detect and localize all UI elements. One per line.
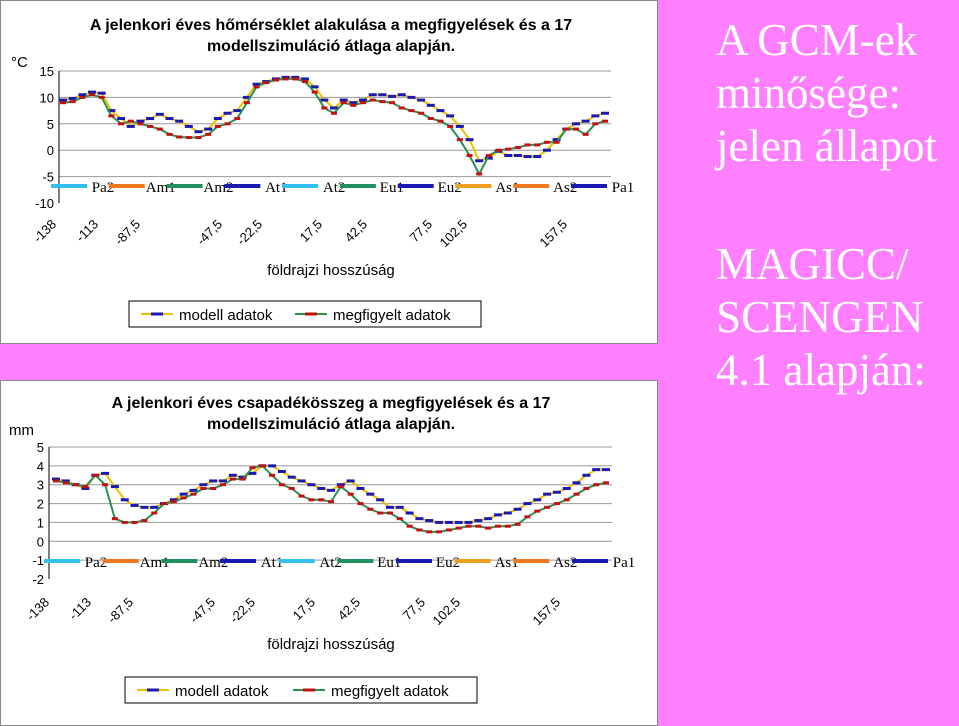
slide-title-line-2: minősége: xyxy=(716,68,901,118)
region-label: As1 xyxy=(495,555,519,571)
x-tick-label: -22,5 xyxy=(234,217,266,249)
y-tick-label: 5 xyxy=(47,117,54,132)
x-axis-title: földrajzi hosszúság xyxy=(267,262,395,279)
region-label: As2 xyxy=(553,555,577,571)
x-tick-label: 102,5 xyxy=(430,595,464,629)
x-tick-label: -113 xyxy=(66,595,94,623)
series-line-model xyxy=(62,76,606,162)
y-tick-label: 3 xyxy=(37,478,44,493)
y-tick-label: 5 xyxy=(37,440,44,455)
region-label: Pa1 xyxy=(613,555,636,571)
slide-subtitle: MAGICC/ SCENGEN 4.1 alapján: xyxy=(716,238,926,397)
region-label: Pa1 xyxy=(612,180,635,196)
y-tick-label: 1 xyxy=(37,515,44,530)
temperature-chart: A jelenkori éves hőmérséklet alakulása a… xyxy=(11,17,635,328)
x-axis-title: földrajzi hosszúság xyxy=(267,636,395,653)
slide-title-line-1: A GCM-ek xyxy=(716,15,918,65)
region-label: Eu1 xyxy=(377,555,401,571)
x-tick-label: 157,5 xyxy=(530,595,564,629)
slide-title-line-3: jelen állapot xyxy=(716,121,938,171)
y-tick-label: 2 xyxy=(37,497,44,512)
precipitation-chart: A jelenkori éves csapadékösszeg a megfig… xyxy=(9,395,636,704)
x-tick-label: -22,5 xyxy=(227,595,259,627)
region-label: Pa2 xyxy=(92,180,115,196)
x-tick-label: 157,5 xyxy=(537,217,571,251)
x-tick-label: 102,5 xyxy=(437,217,471,251)
region-label: At1 xyxy=(261,555,284,571)
legend-label-model: modell adatok xyxy=(175,683,269,700)
legend-label-observed: megfigyelt adatok xyxy=(331,683,449,700)
x-tick-label: -47,5 xyxy=(187,595,219,627)
x-tick-label: -47,5 xyxy=(194,217,226,249)
slide-subtitle-line-2: SCENGEN xyxy=(716,292,924,342)
series-line-observed xyxy=(62,77,606,177)
region-label: Eu2 xyxy=(436,555,460,571)
x-tick-label: 17,5 xyxy=(297,217,326,246)
x-tick-label: -138 xyxy=(30,217,59,246)
y-tick-label: -10 xyxy=(35,196,54,211)
slide-title: A GCM-ek minősége: jelen állapot xyxy=(716,14,937,173)
y-tick-label: 15 xyxy=(40,64,54,79)
chart-title-line-1: A jelenkori éves hőmérséklet alakulása a… xyxy=(90,17,572,34)
series-line-model xyxy=(55,464,606,524)
y-axis-unit-label: mm xyxy=(9,422,34,439)
x-tick-label: 17,5 xyxy=(290,595,319,624)
legend-label-observed: megfigyelt adatok xyxy=(333,307,451,324)
chart-title-line-2: modellszimuláció átlaga alapján. xyxy=(207,416,455,433)
y-tick-label: -1 xyxy=(32,553,44,568)
y-tick-label: -5 xyxy=(42,170,54,185)
y-axis-unit-label: °C xyxy=(11,54,28,71)
x-tick-label: 42,5 xyxy=(342,217,371,246)
region-label: At2 xyxy=(323,180,346,196)
temperature-chart-panel: A jelenkori éves hőmérséklet alakulása a… xyxy=(0,0,658,344)
chart-title-line-1: A jelenkori éves csapadékösszeg a megfig… xyxy=(112,395,551,412)
y-tick-label: 0 xyxy=(47,143,54,158)
x-tick-label: 77,5 xyxy=(400,595,429,624)
x-tick-label: -138 xyxy=(23,595,52,624)
slide-subtitle-line-3: 4.1 alapján: xyxy=(716,345,926,395)
x-tick-label: -87,5 xyxy=(105,595,137,627)
y-tick-label: 10 xyxy=(40,90,54,105)
y-tick-label: 0 xyxy=(37,534,44,549)
x-tick-label: 42,5 xyxy=(335,595,364,624)
region-label: At2 xyxy=(319,555,342,571)
chart-title-line-2: modellszimuláció átlaga alapján. xyxy=(207,38,455,55)
x-tick-label: -87,5 xyxy=(112,217,144,249)
x-tick-label: 77,5 xyxy=(407,217,436,246)
legend-box xyxy=(124,676,478,704)
y-tick-label: -2 xyxy=(32,572,44,587)
y-tick-label: 4 xyxy=(37,459,44,474)
x-tick-label: -113 xyxy=(73,217,101,245)
precipitation-chart-panel: A jelenkori éves csapadékösszeg a megfig… xyxy=(0,380,658,726)
region-label: Pa2 xyxy=(85,555,108,571)
region-label: At1 xyxy=(265,180,288,196)
slide-subtitle-line-1: MAGICC/ xyxy=(716,239,909,289)
legend-label-model: modell adatok xyxy=(179,307,273,324)
